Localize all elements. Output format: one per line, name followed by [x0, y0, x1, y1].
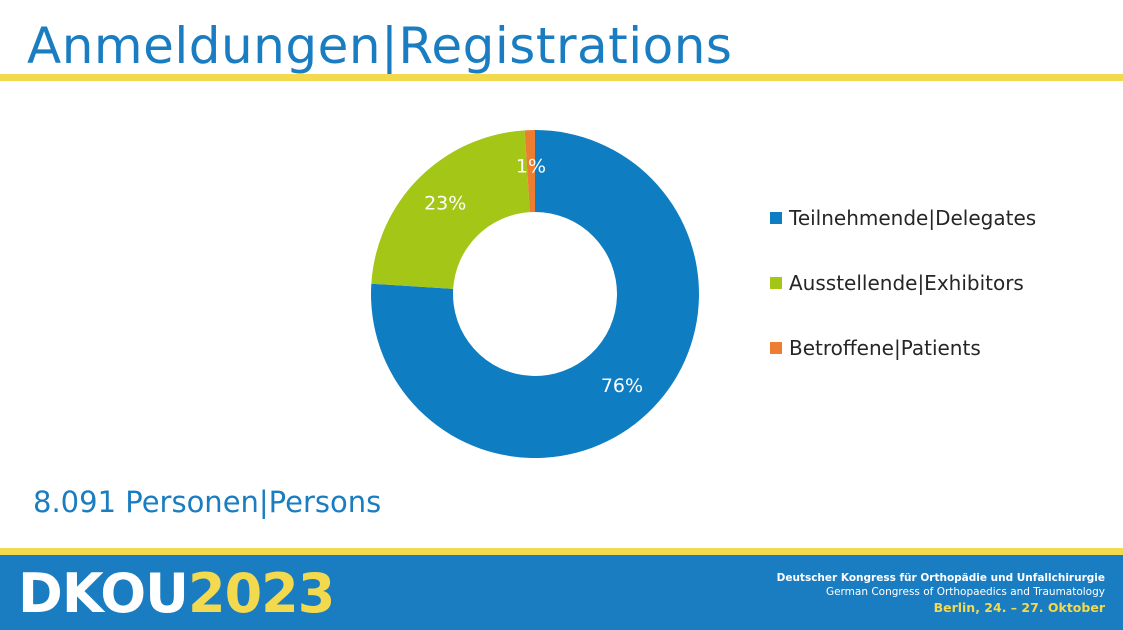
- legend-label: Ausstellende|Exhibitors: [789, 271, 1024, 295]
- legend-item-delegates: Teilnehmende|Delegates: [770, 203, 1110, 233]
- legend-item-exhibitors: Ausstellende|Exhibitors: [770, 268, 1110, 298]
- legend-swatch: [770, 212, 782, 224]
- chart-legend: Teilnehmende|Delegates Ausstellende|Exhib…: [770, 203, 1110, 398]
- congress-info: Deutscher Kongress für Orthopädie und Un…: [777, 571, 1105, 616]
- logo-text: DKOU: [18, 562, 189, 625]
- legend-item-patients: Betroffene|Patients: [770, 333, 1110, 363]
- legend-swatch: [770, 342, 782, 354]
- title-divider: [0, 74, 1123, 81]
- slice-exhibitors: [371, 130, 530, 289]
- legend-swatch: [770, 277, 782, 289]
- footer-bar: DKOU2023 Deutscher Kongress für Orthopäd…: [0, 555, 1123, 630]
- slice-delegates: [371, 130, 700, 458]
- total-persons: 8.091 Personen|Persons: [33, 485, 382, 519]
- footer-divider: [0, 548, 1123, 555]
- congress-name-de: Deutscher Kongress für Orthopädie und Un…: [776, 572, 1105, 584]
- congress-name-en: German Congress of Orthopaedics and Trau…: [825, 586, 1105, 598]
- data-label-exhibitors: 23%: [424, 193, 466, 215]
- congress-logo: DKOU2023: [18, 562, 335, 625]
- slice-patients: [524, 130, 535, 213]
- data-label-delegates: 76%: [601, 375, 643, 397]
- data-label-patients: 1%: [516, 156, 546, 178]
- congress-dates: Berlin, 24. – 27. Oktober: [933, 600, 1105, 615]
- logo-year: 2023: [188, 562, 335, 625]
- legend-label: Teilnehmende|Delegates: [789, 206, 1037, 230]
- legend-label: Betroffene|Patients: [789, 336, 981, 360]
- slide-title: Anmeldungen|Registrations: [27, 17, 733, 75]
- donut-chart: 76% 23% 1%: [371, 130, 700, 458]
